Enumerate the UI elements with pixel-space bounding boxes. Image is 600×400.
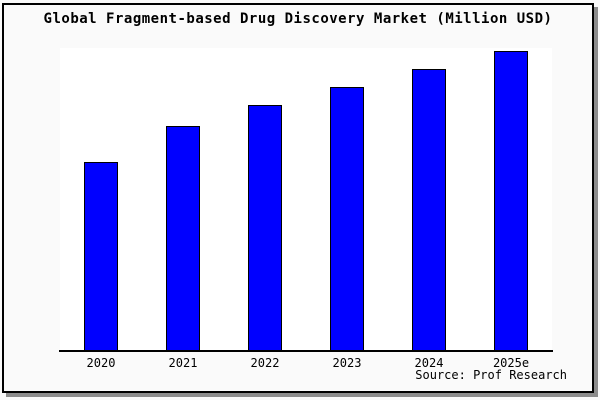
source-label: Source: Prof Research	[415, 368, 567, 382]
bar-2025e	[494, 51, 528, 350]
x-tick-label-2020: 2020	[86, 356, 116, 370]
x-axis-line	[59, 350, 553, 352]
bar-2024	[412, 69, 446, 350]
x-tick-label-2024: 2024	[414, 356, 444, 370]
chart-frame: Global Fragment-based Drug Discovery Mar…	[2, 3, 594, 393]
bar-2021	[166, 126, 200, 350]
x-tick-label-2025e: 2025e	[492, 356, 530, 370]
bar-2023	[330, 87, 364, 350]
bar-2022	[248, 105, 282, 350]
plot-area	[60, 48, 552, 350]
bar-2020	[84, 162, 118, 350]
x-tick-label-2022: 2022	[250, 356, 280, 370]
x-axis-labels: 2020 2021 2022 2023 2024 2025e	[60, 356, 552, 372]
chart-title: Global Fragment-based Drug Discovery Mar…	[43, 11, 553, 27]
x-tick-label-2023: 2023	[332, 356, 362, 370]
x-tick-label-2021: 2021	[168, 356, 198, 370]
